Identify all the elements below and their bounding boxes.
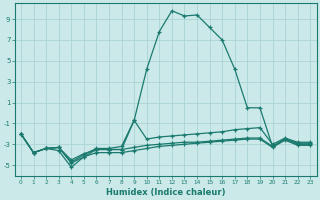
X-axis label: Humidex (Indice chaleur): Humidex (Indice chaleur) — [106, 188, 225, 197]
